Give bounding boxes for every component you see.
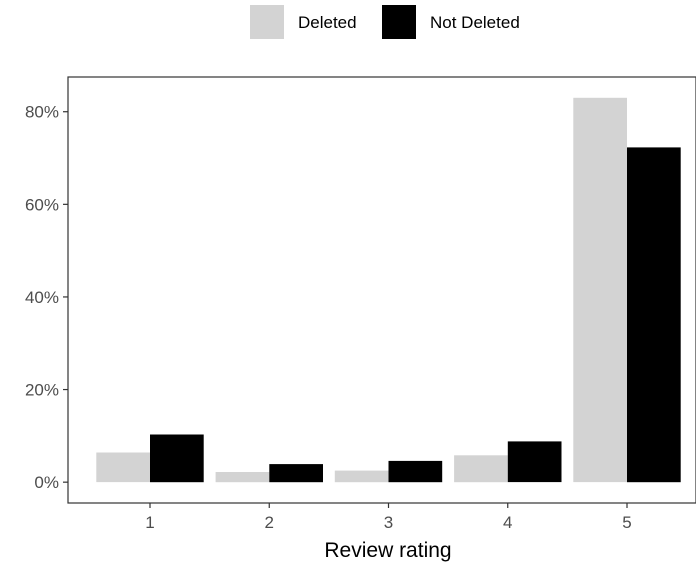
bar-not-deleted-2 xyxy=(269,464,323,483)
y-tick-label: 40% xyxy=(25,288,59,307)
x-tick-label: 3 xyxy=(384,513,393,532)
x-tick-label: 5 xyxy=(622,513,631,532)
bar-deleted-4 xyxy=(454,455,508,483)
x-axis: 1 2 3 4 5 xyxy=(145,503,632,532)
y-tick-label: 60% xyxy=(25,195,59,214)
bars xyxy=(96,97,681,483)
legend-swatch-not-deleted xyxy=(382,5,416,39)
bar-not-deleted-4 xyxy=(507,441,562,483)
bar-not-deleted-5 xyxy=(627,147,681,483)
bar-deleted-3 xyxy=(334,470,389,483)
bar-deleted-5 xyxy=(573,97,627,483)
x-tick-label: 1 xyxy=(145,513,154,532)
legend-label-not-deleted: Not Deleted xyxy=(430,13,520,32)
legend-label-deleted: Deleted xyxy=(298,13,357,32)
bar-not-deleted-3 xyxy=(388,460,443,483)
legend-swatch-deleted xyxy=(250,5,284,39)
bar-deleted-1 xyxy=(96,452,150,483)
y-tick-label: 0% xyxy=(34,473,59,492)
legend: Deleted Not Deleted xyxy=(250,5,520,39)
x-tick-label: 4 xyxy=(503,513,512,532)
bar-not-deleted-1 xyxy=(150,434,204,483)
x-axis-title: Review rating xyxy=(324,539,451,562)
y-axis: 0% 20% 40% 60% 80% xyxy=(25,103,68,492)
x-tick-label: 2 xyxy=(265,513,274,532)
y-tick-label: 80% xyxy=(25,103,59,122)
bar-deleted-2 xyxy=(215,472,270,483)
y-tick-label: 20% xyxy=(25,381,59,400)
